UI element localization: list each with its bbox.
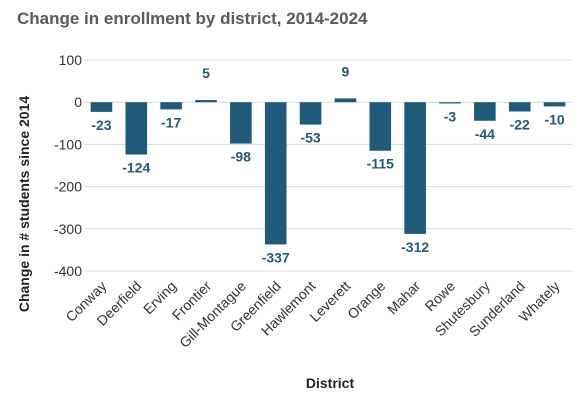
data-label: -124: [122, 160, 150, 176]
bar: [195, 100, 217, 103]
bars: [90, 98, 566, 245]
x-tick-label: Orange: [344, 278, 388, 322]
bar: [508, 102, 531, 112]
x-tick-label: Mahar: [384, 278, 424, 318]
bar: [334, 98, 357, 103]
y-tick-label: -200: [54, 179, 82, 195]
bar: [90, 102, 113, 112]
bar: [474, 102, 496, 121]
data-label: -53: [300, 130, 320, 146]
bar: [404, 102, 426, 234]
data-label: -44: [475, 126, 495, 142]
x-axis-labels: ConwayDeerfieldErvingFrontierGill-Montag…: [62, 278, 562, 351]
bar: [125, 102, 148, 155]
data-label: -312: [401, 239, 429, 255]
y-tick-label: -100: [54, 136, 82, 152]
data-label: -10: [544, 111, 564, 127]
bar: [264, 102, 287, 245]
gridlines: [84, 59, 572, 272]
y-axis-title: Change in # students since 2014: [16, 96, 32, 313]
y-tick-label: -400: [54, 263, 82, 279]
data-label: 5: [202, 65, 210, 81]
bar: [160, 102, 182, 110]
data-labels: -23 -124 -17 5 -98 -337 -53 9 -115 -312 -3 -44 -22 -1…: [91, 63, 565, 265]
y-tick-label: -300: [54, 221, 82, 237]
bar: [299, 102, 322, 125]
data-label: -22: [510, 116, 530, 132]
data-label: 9: [342, 63, 350, 79]
y-tick-label: 100: [59, 52, 83, 68]
data-label: -98: [231, 149, 251, 165]
bar: [543, 102, 566, 107]
x-axis-title: District: [306, 375, 355, 391]
data-label: -23: [91, 117, 111, 133]
bar: [439, 102, 461, 104]
data-label: -3: [444, 108, 457, 124]
y-tick-label: 0: [74, 94, 82, 110]
y-axis-ticks: 100 0 -100 -200 -300 -400: [54, 52, 82, 279]
data-label: -115: [367, 156, 394, 172]
bar: [369, 102, 392, 151]
data-label: -337: [262, 249, 290, 265]
data-label: -17: [161, 114, 181, 130]
bar: [230, 102, 252, 144]
chart-title: Change in enrollment by district, 2014-2…: [17, 9, 368, 28]
